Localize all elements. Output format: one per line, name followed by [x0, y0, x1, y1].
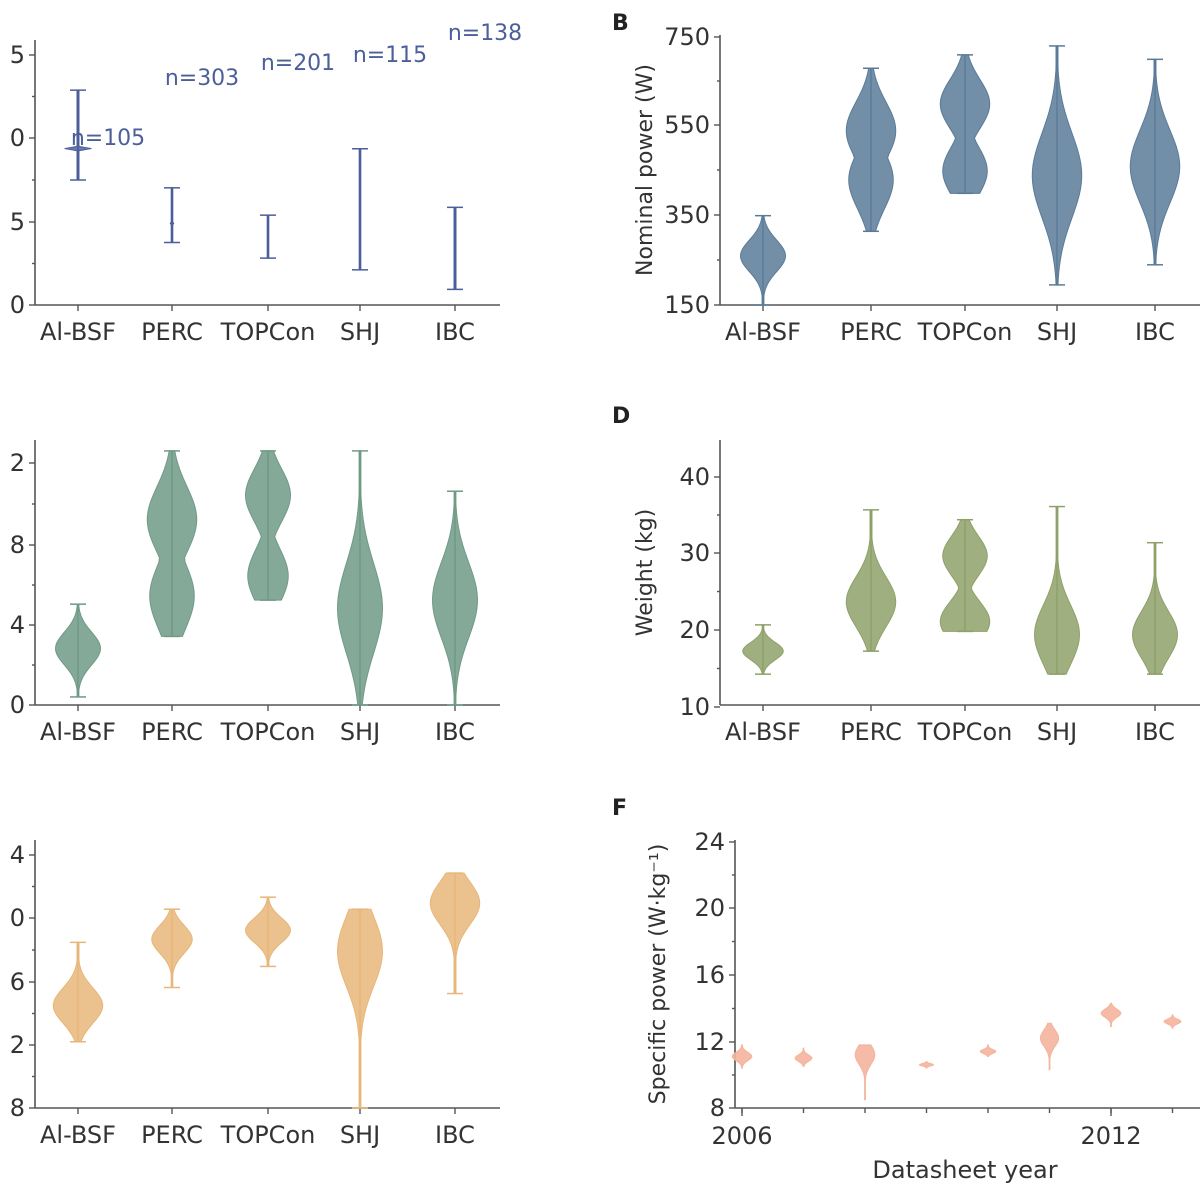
- y-tick-label: 24: [694, 828, 725, 856]
- y-tick-label: 2: [10, 449, 25, 477]
- panel-5: 8 2 6 0 4 Al-BSF PERC TOPCon SHJ IBC: [10, 840, 500, 1149]
- x-tick-label: PERC: [141, 318, 203, 346]
- y-tick-label: 8: [10, 1094, 25, 1122]
- y-tick-label: 30: [679, 539, 710, 567]
- x-tick-label: 2012: [1080, 1122, 1141, 1150]
- violin: [731, 1044, 753, 1069]
- panel-label: D: [612, 404, 630, 429]
- x-tick-label: SHJ: [340, 318, 380, 346]
- y-tick-label: 10: [679, 693, 710, 721]
- x-tick-label: IBC: [435, 318, 475, 346]
- violin: [1100, 1002, 1122, 1028]
- x-tick-label: SHJ: [340, 718, 380, 746]
- y-tick-label: 12: [694, 1028, 725, 1056]
- y-tick-label: 16: [694, 961, 725, 989]
- y-tick-label: 150: [664, 291, 710, 319]
- y-tick-label: 4: [10, 841, 25, 869]
- x-tick-label: TOPCon: [220, 1121, 316, 1149]
- y-tick-label: 750: [664, 23, 710, 51]
- panel-6: F 8 12 16 20 24 Specific power (W·kg⁻¹) 2006 201…: [612, 796, 1200, 1184]
- y-tick-label: 0: [10, 904, 25, 932]
- y-tick-label: 8: [710, 1094, 725, 1122]
- y-axis-label: Specific power (W·kg⁻¹): [646, 844, 671, 1105]
- sample-count-label: n=138: [448, 21, 522, 46]
- y-tick-label: 0: [10, 124, 25, 152]
- panel-3: 0 4 8 2 Al-BSF PERC TOPCon SHJ IBC: [10, 440, 500, 746]
- y-tick-label: 6: [10, 968, 25, 996]
- x-tick-label: PERC: [840, 718, 902, 746]
- y-axis-label: Nominal power (W): [633, 64, 658, 276]
- x-tick-label: TOPCon: [220, 318, 316, 346]
- sample-count-label: n=303: [165, 66, 239, 91]
- x-tick-label: TOPCon: [220, 718, 316, 746]
- x-tick-label: IBC: [1135, 318, 1175, 346]
- x-tick-label: TOPCon: [917, 718, 1013, 746]
- panel-1: 5 0 5 0 Al-BSF PERC TOPCon SHJ IBC n=105 n=303 n=20…: [10, 21, 522, 346]
- panel-4: D 10 20 30 40 Weight (kg) Al-BSF PERC TOPCon SHJ I…: [612, 404, 1200, 746]
- y-tick-label: 20: [679, 616, 710, 644]
- x-tick-label: TOPCon: [917, 318, 1013, 346]
- x-tick-label: SHJ: [1037, 318, 1077, 346]
- x-tick-label: IBC: [435, 718, 475, 746]
- x-tick-label: Al-BSF: [40, 318, 116, 346]
- panel-label: F: [612, 796, 627, 821]
- y-tick-label: 0: [10, 291, 25, 319]
- y-tick-label: 0: [10, 691, 25, 719]
- sample-count-label: n=201: [261, 51, 335, 76]
- y-tick-label: 20: [694, 894, 725, 922]
- x-tick-label: PERC: [840, 318, 902, 346]
- violin: [1163, 1014, 1182, 1029]
- x-tick-label: PERC: [141, 718, 203, 746]
- y-tick-label: 40: [679, 463, 710, 491]
- y-axis-label: Weight (kg): [633, 509, 658, 637]
- sample-count-label: n=105: [71, 126, 145, 151]
- violin: [918, 1060, 935, 1069]
- x-tick-label: Al-BSF: [40, 718, 116, 746]
- x-tick-label: IBC: [435, 1121, 475, 1149]
- x-tick-label: Al-BSF: [725, 718, 801, 746]
- y-tick-label: 550: [664, 111, 710, 139]
- violin: [854, 1044, 876, 1101]
- violin: [979, 1044, 997, 1057]
- y-tick-label: 5: [10, 208, 25, 236]
- y-tick-label: 5: [10, 41, 25, 69]
- x-tick-label: PERC: [141, 1121, 203, 1149]
- x-axis-label: Datasheet year: [872, 1156, 1057, 1184]
- violin: [794, 1047, 813, 1067]
- y-tick-label: 350: [664, 201, 710, 229]
- y-tick-label: 2: [10, 1031, 25, 1059]
- x-tick-label: SHJ: [340, 1121, 380, 1149]
- sample-count-label: n=115: [353, 43, 427, 68]
- x-tick-label: Al-BSF: [725, 318, 801, 346]
- x-tick-label: IBC: [1135, 718, 1175, 746]
- y-tick-label: 8: [10, 531, 25, 559]
- y-tick-label: 4: [10, 611, 25, 639]
- x-tick-label: Al-BSF: [40, 1121, 116, 1149]
- x-tick-label: SHJ: [1037, 718, 1077, 746]
- panel-label: B: [612, 11, 629, 36]
- violin: [1039, 1022, 1060, 1071]
- x-tick-label: 2006: [711, 1122, 772, 1150]
